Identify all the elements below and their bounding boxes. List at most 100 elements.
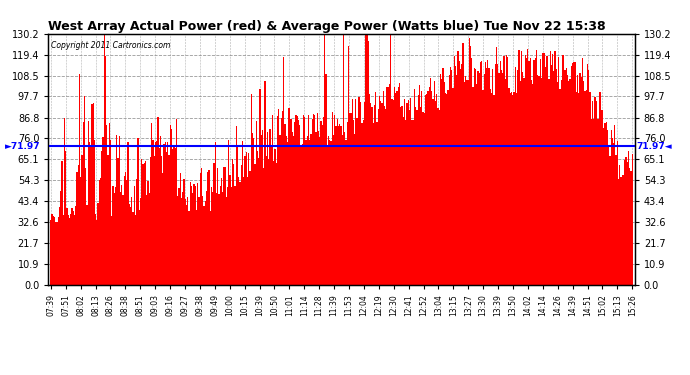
Bar <box>466 80 467 285</box>
Bar <box>607 130 608 285</box>
Bar <box>211 187 212 285</box>
Bar <box>314 115 315 285</box>
Bar <box>146 195 147 285</box>
Bar <box>150 156 151 285</box>
Bar <box>247 177 248 285</box>
Bar <box>207 172 208 285</box>
Bar <box>373 123 374 285</box>
Bar <box>81 155 83 285</box>
Bar <box>351 99 353 285</box>
Bar <box>332 112 333 285</box>
Bar <box>571 66 572 285</box>
Bar <box>606 122 607 285</box>
Bar <box>340 126 342 285</box>
Bar <box>329 140 331 285</box>
Bar <box>89 142 90 285</box>
Bar <box>413 120 414 285</box>
Bar <box>310 134 312 285</box>
Bar <box>54 217 55 285</box>
Bar <box>462 43 464 285</box>
Bar <box>467 80 469 285</box>
Bar <box>526 58 527 285</box>
Bar <box>281 118 282 285</box>
Bar <box>320 121 322 285</box>
Bar <box>431 92 433 285</box>
Bar <box>456 75 457 285</box>
Bar <box>355 99 357 285</box>
Bar <box>125 172 126 285</box>
Bar <box>313 114 314 285</box>
Bar <box>119 136 120 285</box>
Bar <box>383 91 384 285</box>
Bar <box>195 186 196 285</box>
Bar <box>249 171 250 285</box>
Bar <box>185 199 186 285</box>
Bar <box>326 146 328 285</box>
Bar <box>269 129 270 285</box>
Bar <box>598 118 600 285</box>
Bar <box>393 100 394 285</box>
Bar <box>549 51 551 285</box>
Bar <box>435 101 436 285</box>
Bar <box>304 117 306 285</box>
Bar <box>218 194 219 285</box>
Bar <box>492 69 493 285</box>
Bar <box>342 135 343 285</box>
Bar <box>192 193 193 285</box>
Bar <box>74 215 75 285</box>
Bar <box>63 215 64 285</box>
Bar <box>338 126 339 285</box>
Bar <box>99 180 100 285</box>
Bar <box>109 123 110 285</box>
Bar <box>457 51 459 285</box>
Bar <box>160 136 161 285</box>
Bar <box>148 193 150 285</box>
Bar <box>569 80 571 285</box>
Bar <box>426 94 428 285</box>
Bar <box>406 103 408 285</box>
Bar <box>282 111 283 285</box>
Bar <box>246 152 247 285</box>
Bar <box>50 220 52 285</box>
Bar <box>591 118 592 285</box>
Bar <box>589 92 591 285</box>
Bar <box>77 165 79 285</box>
Bar <box>101 151 103 285</box>
Bar <box>318 131 319 285</box>
Bar <box>117 158 119 285</box>
Bar <box>563 56 564 285</box>
Bar <box>69 218 70 285</box>
Bar <box>532 84 533 285</box>
Bar <box>104 30 105 285</box>
Bar <box>471 58 472 285</box>
Bar <box>564 70 566 285</box>
Bar <box>399 83 400 285</box>
Bar <box>172 149 173 285</box>
Bar <box>90 147 91 285</box>
Bar <box>71 208 72 285</box>
Bar <box>515 67 516 285</box>
Bar <box>587 63 588 285</box>
Bar <box>302 144 303 285</box>
Bar <box>277 116 278 285</box>
Bar <box>553 71 555 285</box>
Bar <box>541 78 542 285</box>
Bar <box>96 220 97 285</box>
Bar <box>215 142 216 285</box>
Bar <box>85 168 86 285</box>
Bar <box>57 222 58 285</box>
Bar <box>108 154 109 285</box>
Bar <box>594 97 595 285</box>
Bar <box>629 168 631 285</box>
Bar <box>59 207 60 285</box>
Bar <box>422 112 424 285</box>
Bar <box>420 107 421 285</box>
Bar <box>473 68 475 285</box>
Bar <box>182 192 184 285</box>
Bar <box>560 88 561 285</box>
Bar <box>389 84 390 285</box>
Bar <box>613 143 614 285</box>
Bar <box>527 48 529 285</box>
Bar <box>111 216 112 285</box>
Bar <box>264 81 266 285</box>
